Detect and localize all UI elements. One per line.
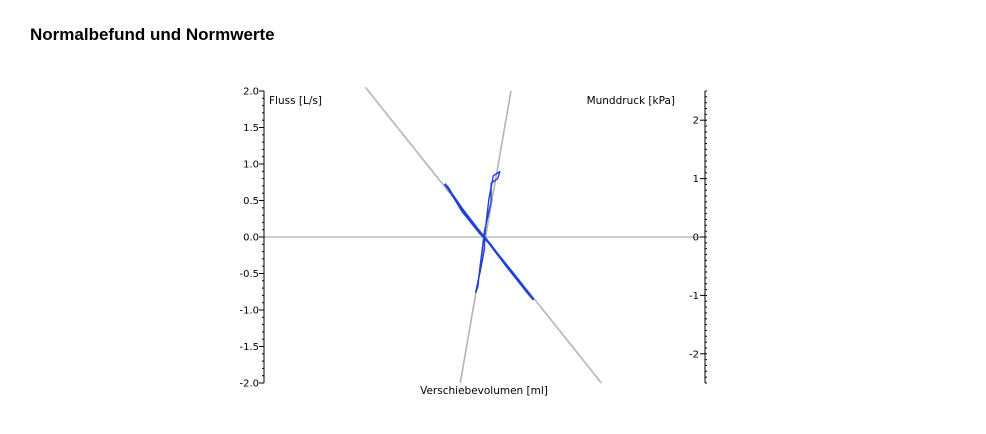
page-title: Normalbefund und Normwerte [30,25,275,44]
left-tick-label: -1.5 [239,342,259,353]
right-tick-label: 0 [693,233,699,244]
left-tick-label: -0.5 [239,269,259,280]
left-tick-label: 1.5 [243,123,259,134]
right-axis-label: Munddruck [kPa] [587,95,675,107]
measurement-curve-left [443,183,535,301]
left-axis: 2.0 1.5 1.0 0.5 0.0 -0.5 -1.0 -1.5 -2.0 [239,87,265,390]
measurement-curves [443,170,535,301]
left-tick-label: 0.0 [243,233,259,244]
right-tick-label: -2 [689,349,699,360]
left-tick-label: 0.5 [243,196,259,207]
left-tick-label: 1.0 [243,160,259,171]
left-axis-label: Fluss [L/s] [269,95,322,107]
right-tick-label: -1 [689,291,699,302]
right-axis: 2 1 0 -1 -2 [689,90,707,384]
left-tick-label: 2.0 [243,87,259,98]
right-tick-label: 2 [693,116,699,127]
left-tick-label: -2.0 [239,379,259,390]
left-tick-label: -1.0 [239,306,259,317]
bottom-axis-label: Verschiebevolumen [ml] [420,385,548,397]
measurement-curve-right [475,170,501,294]
right-tick-label: 1 [693,174,699,185]
